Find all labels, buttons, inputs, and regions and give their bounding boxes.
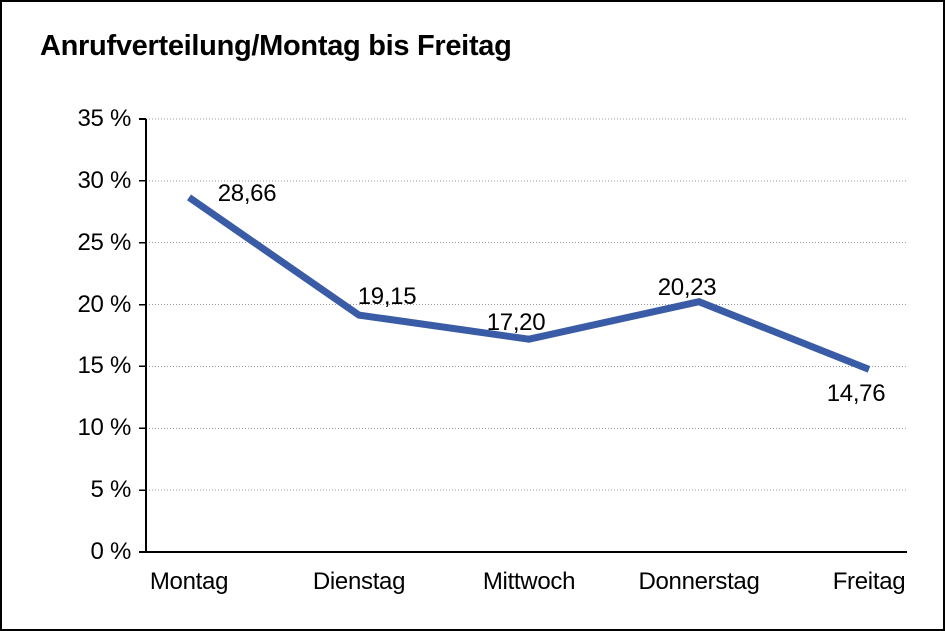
x-axis-label: Mittwoch [482,568,576,595]
data-point-label: 17,20 [486,309,546,337]
y-axis-label: 30 % [77,166,131,194]
data-point-label: 20,23 [657,273,717,301]
y-axis-label: 35 % [77,105,131,132]
x-axis-label: Freitag [832,568,906,595]
x-axis-label: Donnerstag [638,568,760,595]
y-axis-label: 20 % [77,290,131,318]
chart-title: Anrufverteilung/Montag bis Freitag [40,30,512,62]
data-point-label: 14,76 [826,380,886,408]
y-axis-label: 0 % [90,538,132,565]
x-axis-label: Dienstag [312,568,406,595]
y-axis-label: 10 % [77,414,131,442]
y-axis-label: 15 % [77,352,131,380]
data-line [187,194,871,373]
data-point-label: 28,66 [217,180,277,208]
data-point-label: 19,15 [357,283,417,311]
y-axis-label: 5 % [90,476,132,504]
x-axis-label: Montag [149,568,229,595]
y-axis-label: 25 % [77,228,131,256]
